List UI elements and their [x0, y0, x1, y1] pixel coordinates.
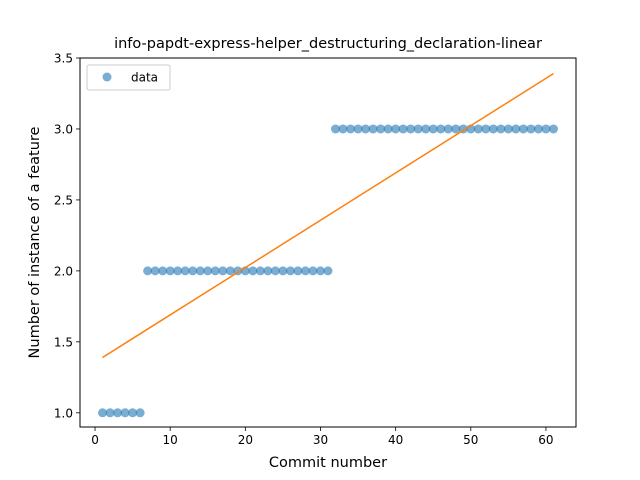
- y-axis-label: Number of instance of a feature: [27, 126, 43, 358]
- fit-line: [103, 74, 554, 358]
- y-tick-label: 2.5: [54, 193, 73, 207]
- y-axis: 1.0 1.5 2.0 2.5 3.0 3.5: [54, 52, 80, 421]
- y-tick-label: 1.5: [54, 335, 73, 349]
- y-tick-label: 2.0: [54, 264, 73, 278]
- data-point: [136, 408, 145, 417]
- plot-area: [98, 74, 558, 418]
- data-point: [324, 266, 333, 275]
- y-tick-label: 1.0: [54, 406, 73, 420]
- legend-label: data: [131, 71, 158, 85]
- data-point: [549, 124, 558, 133]
- x-tick-label: 50: [463, 433, 478, 447]
- x-tick-label: 40: [388, 433, 403, 447]
- plot-frame: [80, 58, 576, 427]
- x-tick-label: 0: [91, 433, 99, 447]
- chart-title: info-papdt-express-helper_destructuring_…: [114, 36, 542, 52]
- legend-marker: [103, 73, 112, 82]
- x-axis-label: Commit number: [269, 455, 387, 471]
- x-axis: 0 10 20 30 40 50 60: [91, 427, 553, 447]
- x-tick-label: 30: [313, 433, 328, 447]
- x-tick-label: 60: [538, 433, 553, 447]
- legend: data: [87, 65, 170, 90]
- x-tick-label: 10: [163, 433, 178, 447]
- y-tick-label: 3.0: [54, 122, 73, 136]
- y-tick-label: 3.5: [54, 52, 73, 66]
- x-tick-label: 20: [238, 433, 253, 447]
